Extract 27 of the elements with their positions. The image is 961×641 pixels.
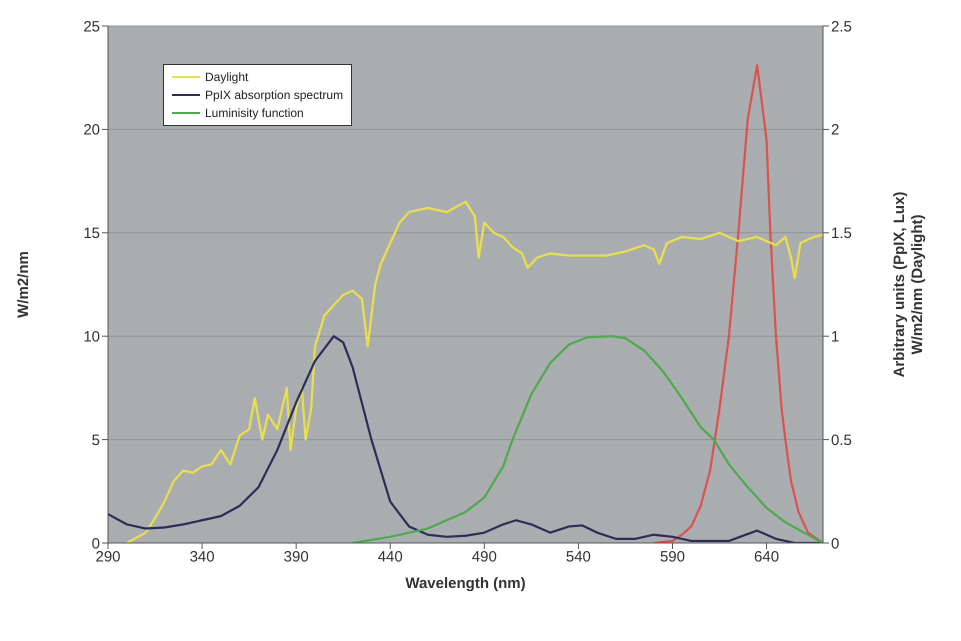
- line-series: [652, 64, 823, 543]
- y2-tick-label: 2.5: [831, 18, 852, 36]
- y-tick-label: 5: [92, 432, 100, 449]
- x-tick-label: 590: [660, 548, 685, 566]
- y-tick-label: 10: [83, 328, 100, 346]
- y2-axis-title: Arbitrary units (PpIX, Lux) W/m2/nm (Daylight): [891, 192, 926, 378]
- y-tick-label: 25: [83, 18, 100, 36]
- legend-label: PpIX absorption spectrum: [205, 87, 344, 104]
- line-series: [126, 200, 823, 543]
- y2-tick-label: 0.5: [831, 432, 852, 449]
- x-tick-label: 440: [378, 548, 403, 566]
- y-tick-label: 20: [83, 122, 100, 139]
- y2-tick-label: 1.5: [831, 225, 852, 242]
- x-tick-label: 490: [472, 548, 497, 566]
- legend-label: Luminisity function: [205, 105, 304, 122]
- y2-tick-label: 2: [831, 122, 840, 139]
- y-axis-title: W/m2/nm: [15, 251, 32, 318]
- y2-tick-label: 0: [831, 535, 840, 552]
- x-tick-label: 390: [284, 548, 309, 566]
- y-tick-label: 15: [83, 225, 100, 242]
- x-axis-title: Wavelength (nm): [405, 575, 526, 592]
- x-tick-label: 640: [754, 548, 780, 566]
- line-series: [352, 335, 823, 543]
- legend-label: Daylight: [205, 69, 248, 86]
- x-tick-label: 540: [566, 548, 591, 566]
- y2-tick-label: 1: [831, 328, 840, 346]
- x-tick-label: 340: [190, 548, 215, 566]
